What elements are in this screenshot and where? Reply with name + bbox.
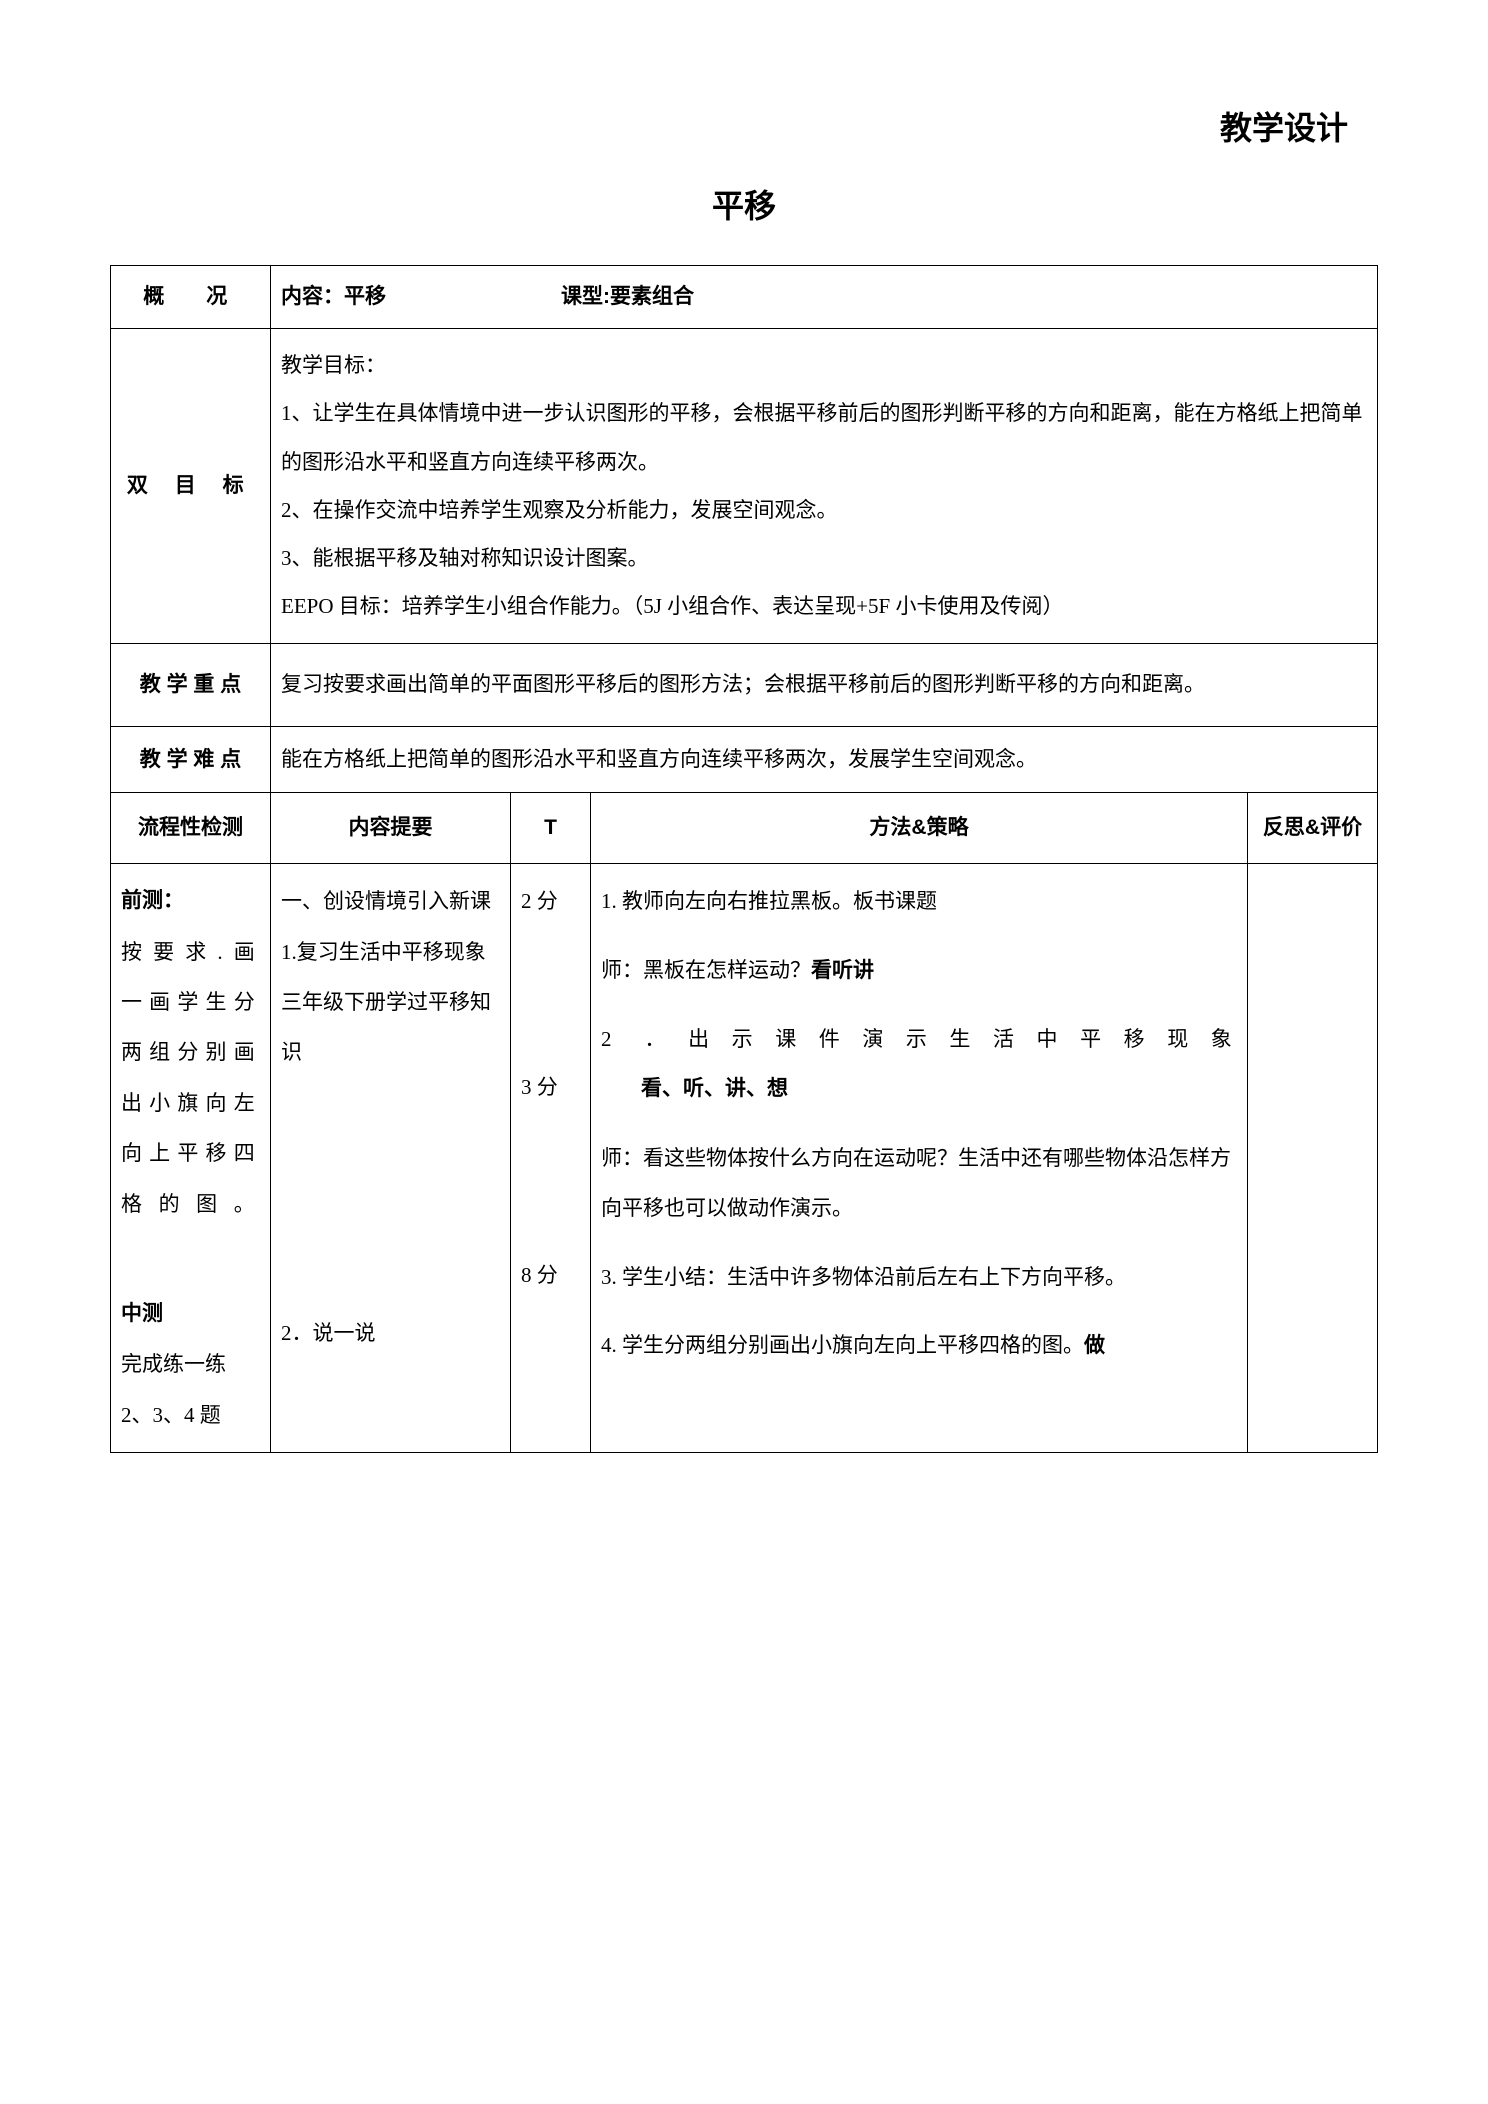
t-cell: 2 分 3 分 8 分 xyxy=(511,864,591,1453)
method-text: 4. 学生分两组分别画出小旗向左向上平移四格的图。 xyxy=(601,1333,1084,1357)
content-line: 2．说一说 xyxy=(281,1308,500,1358)
method-cell: 1. 教师向左向右推拉黑板。板书课题 师：黑板在怎样运动？看听讲 2 ．出示课件… xyxy=(591,864,1248,1453)
header-method: 方法&策略 xyxy=(591,793,1248,864)
table-row: 概 况 内容：平移 课型:要素组合 xyxy=(111,266,1378,329)
method-line: 4. 学生分两组分别画出小旗向左向上平移四格的图。做 xyxy=(601,1320,1237,1371)
pretest-body: 按要求.画一画学生分两组分别画出小旗向左向上平移四格的图。 xyxy=(121,927,260,1229)
midtest-body2: 2、3、4 题 xyxy=(121,1390,260,1440)
overview-label: 概 况 xyxy=(111,266,271,329)
method-bold-line: 看、听、讲、想 xyxy=(601,1064,1237,1114)
page-title-right: 教学设计 xyxy=(110,100,1378,158)
table-row: 前测： 按要求.画一画学生分两组分别画出小旗向左向上平移四格的图。 中测 完成练… xyxy=(111,864,1378,1453)
difficulty-content: 能在方格纸上把简单的图形沿水平和竖直方向连续平移两次，发展学生空间观念。 xyxy=(271,726,1378,793)
overview-content-left: 内容：平移 xyxy=(281,278,561,316)
method-line: 1. 教师向左向右推拉黑板。板书课题 xyxy=(601,876,1237,926)
goals-line: 2、在操作交流中培养学生观察及分析能力，发展空间观念。 xyxy=(281,486,1367,534)
page-title-center: 平移 xyxy=(110,178,1378,236)
keypoint-content: 复习按要求画出简单的平面图形平移后的图形方法；会根据平移前后的图形判断平移的方向… xyxy=(271,643,1378,726)
goals-line: EEPO 目标：培养学生小组合作能力。（5J 小组合作、表达呈现+5F 小卡使用… xyxy=(281,582,1367,630)
feedback-cell xyxy=(1248,864,1378,1453)
goals-line: 1、让学生在具体情境中进一步认识图形的平移，会根据平移前后的图形判断平移的方向和… xyxy=(281,389,1367,486)
method-bold: 做 xyxy=(1084,1334,1105,1357)
midtest-body1: 完成练一练 xyxy=(121,1339,260,1389)
table-header-row: 流程性检测 内容提要 T 方法&策略 反思&评价 xyxy=(111,793,1378,864)
table-row: 双 目 标 教学目标： 1、让学生在具体情境中进一步认识图形的平移，会根据平移前… xyxy=(111,328,1378,643)
content-line: 一、创设情境引入新课 xyxy=(281,876,500,926)
keypoint-label: 教 学 重 点 xyxy=(111,643,271,726)
content-cell: 一、创设情境引入新课 1.复习生活中平移现象 三年级下册学过平移知识 2．说一说 xyxy=(271,864,511,1453)
method-line: 师：黑板在怎样运动？看听讲 xyxy=(601,945,1237,996)
content-line: 1.复习生活中平移现象 xyxy=(281,927,500,977)
header-feedback: 反思&评价 xyxy=(1248,793,1378,864)
flow-cell: 前测： 按要求.画一画学生分两组分别画出小旗向左向上平移四格的图。 中测 完成练… xyxy=(111,864,271,1453)
t-line: 3 分 xyxy=(521,1062,580,1112)
goals-label: 双 目 标 xyxy=(111,328,271,643)
overview-content: 内容：平移 课型:要素组合 xyxy=(271,266,1378,329)
lesson-plan-table: 概 况 内容：平移 课型:要素组合 双 目 标 教学目标： 1、让学生在具体情境… xyxy=(110,265,1378,1453)
pretest-title: 前测： xyxy=(121,876,260,926)
method-line: 3. 学生小结：生活中许多物体沿前后左右上下方向平移。 xyxy=(601,1252,1237,1302)
midtest-title: 中测 xyxy=(121,1289,260,1339)
header-flow: 流程性检测 xyxy=(111,793,271,864)
table-row: 教 学 重 点 复习按要求画出简单的平面图形平移后的图形方法；会根据平移前后的图… xyxy=(111,643,1378,726)
t-line: 2 分 xyxy=(521,876,580,926)
content-line: 三年级下册学过平移知识 xyxy=(281,977,500,1078)
method-line: 2 ．出示课件演示生活中平移现象 xyxy=(601,1014,1237,1064)
overview-content-right: 课型:要素组合 xyxy=(561,278,694,316)
table-row: 教 学 难 点 能在方格纸上把简单的图形沿水平和竖直方向连续平移两次，发展学生空… xyxy=(111,726,1378,793)
method-text: 师：黑板在怎样运动？ xyxy=(601,958,811,982)
method-line: 师：看这些物体按什么方向在运动呢？生活中还有哪些物体沿怎样方向平移也可以做动作演… xyxy=(601,1133,1237,1234)
goals-line: 教学目标： xyxy=(281,341,1367,389)
difficulty-label: 教 学 难 点 xyxy=(111,726,271,793)
header-content: 内容提要 xyxy=(271,793,511,864)
goals-content: 教学目标： 1、让学生在具体情境中进一步认识图形的平移，会根据平移前后的图形判断… xyxy=(271,328,1378,643)
header-t: T xyxy=(511,793,591,864)
goals-line: 3、能根据平移及轴对称知识设计图案。 xyxy=(281,534,1367,582)
method-bold: 看听讲 xyxy=(811,959,874,982)
t-line: 8 分 xyxy=(521,1250,580,1300)
